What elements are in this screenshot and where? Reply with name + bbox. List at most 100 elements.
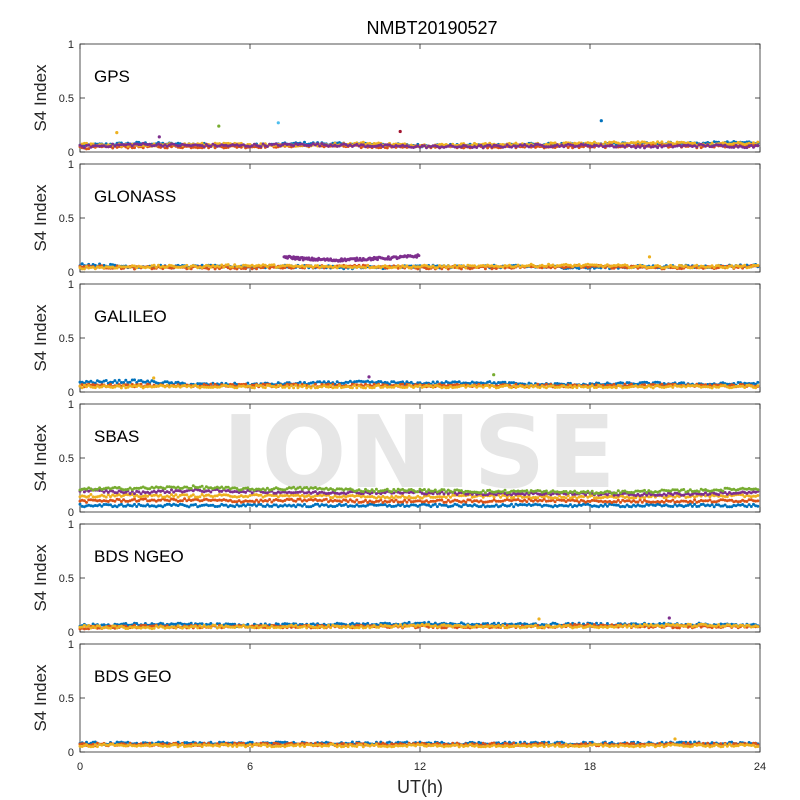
data-point	[287, 386, 291, 390]
data-point	[198, 146, 202, 149]
data-point	[318, 144, 322, 148]
data-point	[492, 495, 496, 499]
data-point	[501, 143, 505, 146]
outlier-point	[276, 121, 280, 125]
data-point	[717, 143, 721, 147]
data-point	[466, 145, 470, 149]
data-point	[379, 143, 383, 147]
data-point	[725, 140, 729, 144]
data-point	[128, 492, 132, 495]
data-point	[100, 144, 104, 148]
data-point	[616, 144, 620, 148]
data-point	[512, 505, 516, 509]
data-point	[109, 262, 112, 266]
data-point	[198, 495, 202, 499]
data-point	[566, 142, 570, 146]
data-point	[494, 143, 498, 147]
data-point	[418, 383, 422, 387]
data-point	[525, 489, 529, 493]
data-point	[542, 145, 546, 149]
data-point	[130, 144, 134, 148]
data-point	[364, 266, 367, 270]
data-point	[693, 502, 697, 506]
data-point	[756, 380, 760, 384]
data-point	[329, 143, 333, 147]
data-point	[743, 146, 747, 150]
y-axis-label: S4 Index	[31, 424, 50, 492]
data-point	[503, 145, 507, 149]
data-point	[126, 144, 130, 148]
data-point	[544, 145, 548, 149]
data-point	[383, 143, 387, 147]
data-point	[250, 144, 254, 148]
data-point	[673, 144, 677, 148]
data-point	[137, 140, 141, 144]
data-point	[167, 491, 171, 494]
data-point	[128, 380, 132, 384]
data-point	[396, 144, 400, 148]
panel-label: SBAS	[94, 427, 139, 446]
data-point	[756, 263, 760, 267]
data-point	[614, 491, 618, 495]
data-point	[438, 143, 442, 146]
data-point	[418, 145, 422, 149]
data-point	[133, 146, 136, 150]
data-point	[161, 144, 165, 148]
data-point	[721, 141, 725, 145]
data-point	[671, 505, 675, 508]
series-group	[78, 253, 760, 271]
data-point	[653, 142, 657, 146]
data-point	[405, 500, 409, 504]
data-point	[457, 145, 461, 149]
data-point	[303, 383, 306, 387]
data-point	[547, 145, 551, 149]
data-point	[745, 146, 749, 150]
data-point	[417, 254, 421, 258]
data-point	[189, 486, 193, 490]
data-point	[355, 142, 359, 146]
y-tick-label: 1	[68, 399, 74, 411]
data-point	[133, 502, 136, 506]
data-point	[348, 143, 352, 147]
data-point	[435, 505, 439, 509]
data-point	[185, 143, 189, 147]
data-point	[704, 144, 707, 148]
data-point	[669, 143, 673, 147]
data-point	[213, 146, 217, 150]
data-point	[202, 487, 206, 491]
data-point	[464, 266, 468, 270]
data-point	[601, 142, 605, 146]
data-point	[320, 142, 324, 146]
data-point	[656, 146, 660, 150]
data-point	[483, 491, 487, 495]
data-point	[616, 498, 620, 502]
data-point	[455, 266, 459, 270]
series-group	[78, 373, 760, 390]
data-point	[486, 146, 490, 150]
panel-label: GALILEO	[94, 307, 167, 326]
data-point	[510, 145, 513, 149]
data-point	[431, 492, 435, 496]
data-point	[87, 147, 91, 151]
data-point	[564, 496, 568, 500]
data-point	[525, 500, 529, 504]
data-point	[749, 505, 753, 508]
data-point	[191, 493, 195, 497]
data-point	[222, 146, 226, 150]
data-point	[597, 144, 601, 148]
data-point	[85, 500, 88, 504]
axes-box	[79, 283, 761, 393]
data-point	[756, 499, 760, 503]
data-point	[263, 386, 267, 390]
data-point	[255, 267, 258, 271]
data-point	[329, 384, 333, 387]
data-point	[660, 140, 664, 144]
data-point	[366, 264, 370, 267]
data-point	[564, 141, 568, 145]
data-point	[98, 144, 102, 148]
data-point	[357, 144, 361, 148]
data-point	[396, 142, 400, 146]
data-point	[697, 490, 701, 494]
